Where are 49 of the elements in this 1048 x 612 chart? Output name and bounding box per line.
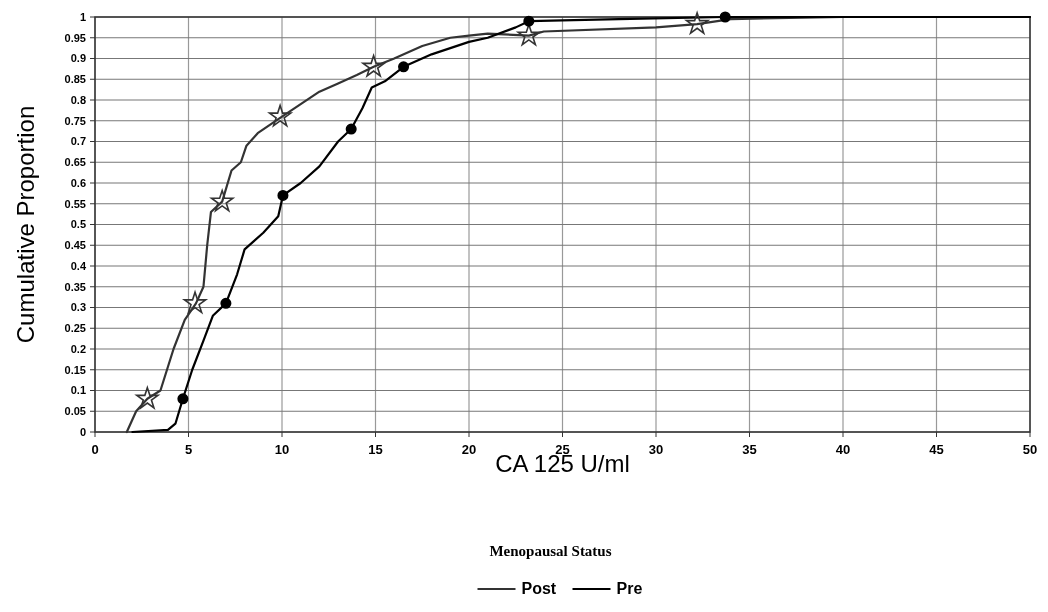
y-tick-label: 0.95: [64, 31, 86, 44]
y-tick-label: 1: [79, 10, 86, 23]
y-tick-label: 0.2: [70, 342, 86, 355]
y-tick-label: 0.5: [70, 218, 86, 231]
x-tick-label: 5: [184, 442, 193, 457]
legend-label: Pre: [616, 580, 643, 597]
x-tick-label: 0: [91, 442, 99, 457]
y-tick-label: 0.9: [70, 52, 86, 65]
x-tick-label: 20: [461, 442, 477, 457]
point: [135, 386, 159, 409]
x-tick-label: 40: [835, 442, 851, 457]
x-tick-label: 10: [274, 442, 290, 457]
x-tick-label: 35: [742, 442, 757, 457]
y-tick-label: 0.15: [64, 363, 86, 376]
y-tick-label: 0.35: [64, 280, 86, 293]
legend-label: Post: [521, 580, 557, 597]
point: [362, 54, 386, 77]
y-tick-label: 0.3: [70, 301, 86, 314]
y-tick-label: 0.55: [64, 197, 86, 210]
y-tick-label: 0.45: [64, 239, 86, 252]
y-tick-label: 0.65: [64, 156, 86, 169]
point: [210, 189, 234, 212]
point: [220, 297, 232, 309]
x-tick-label: 30: [648, 442, 664, 457]
y-tick-label: 0.75: [64, 114, 86, 127]
legend-title: Menopausal Status: [489, 543, 612, 559]
x-tick-label: 15: [368, 442, 383, 457]
point: [523, 15, 535, 27]
y-tick-label: 0.1: [70, 384, 86, 397]
point: [268, 104, 292, 127]
x-tick-label: 45: [929, 442, 944, 457]
point: [685, 12, 709, 34]
point: [517, 23, 541, 46]
point: [183, 291, 207, 314]
y-tick-label: 0.25: [64, 322, 86, 335]
y-tick-label: 0.7: [70, 135, 86, 148]
point: [277, 189, 289, 201]
y-tick-label: 0.6: [70, 176, 86, 189]
y-tick-label: 0.85: [64, 73, 86, 86]
point: [398, 61, 410, 73]
point: [345, 123, 357, 135]
y-tick-label: 0: [79, 425, 86, 438]
y-tick-label: 0.8: [70, 93, 86, 106]
y-tick-label: 0.4: [70, 259, 87, 272]
point: [719, 11, 731, 23]
y-tick-label: 0.05: [64, 405, 86, 418]
x-tick-label: 50: [1022, 442, 1038, 457]
point: [177, 393, 189, 405]
y-axis-title: Cumulative Proportion: [12, 105, 39, 344]
